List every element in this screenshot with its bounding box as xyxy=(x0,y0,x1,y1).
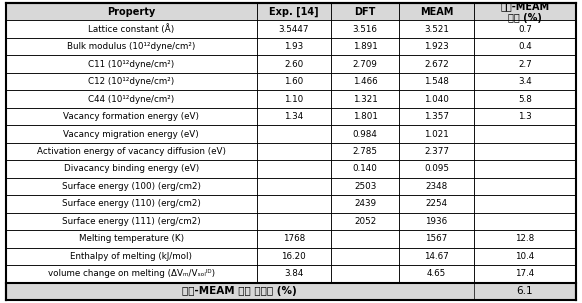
Text: 3.516: 3.516 xyxy=(353,25,378,34)
Text: 0.095: 0.095 xyxy=(424,165,449,173)
Text: 3.84: 3.84 xyxy=(284,269,304,278)
Text: 실험-MEAM
오차 (%): 실험-MEAM 오차 (%) xyxy=(501,1,549,22)
Text: 10.4: 10.4 xyxy=(515,252,534,261)
Text: 0.140: 0.140 xyxy=(353,165,378,173)
Text: 1.891: 1.891 xyxy=(353,42,378,51)
Text: 1.3: 1.3 xyxy=(518,112,532,121)
Text: Surface energy (111) (erg/cm2): Surface energy (111) (erg/cm2) xyxy=(62,217,201,226)
Text: 1.466: 1.466 xyxy=(353,77,378,86)
Text: 2348: 2348 xyxy=(425,182,448,191)
Text: 1.801: 1.801 xyxy=(353,112,378,121)
Text: Activation energy of vacancy diffusion (eV): Activation energy of vacancy diffusion (… xyxy=(37,147,226,156)
Text: 3.5447: 3.5447 xyxy=(279,25,309,34)
Text: 1936: 1936 xyxy=(425,217,448,226)
Text: Bulk modulus (10¹²dyne/cm²): Bulk modulus (10¹²dyne/cm²) xyxy=(67,42,196,51)
Text: 2.672: 2.672 xyxy=(424,60,449,69)
Text: 2254: 2254 xyxy=(425,199,448,208)
Text: 1.548: 1.548 xyxy=(424,77,449,86)
Text: DFT: DFT xyxy=(354,7,376,17)
Text: 2.709: 2.709 xyxy=(353,60,378,69)
Text: 0.7: 0.7 xyxy=(518,25,532,34)
Text: 0.4: 0.4 xyxy=(518,42,532,51)
Text: 1.34: 1.34 xyxy=(284,112,303,121)
Text: 0.984: 0.984 xyxy=(353,130,378,138)
Text: MEAM: MEAM xyxy=(420,7,453,17)
Text: 5.8: 5.8 xyxy=(518,95,532,104)
Text: 1.60: 1.60 xyxy=(284,77,303,86)
Text: 4.65: 4.65 xyxy=(427,269,446,278)
Text: C12 (10¹²dyne/cm²): C12 (10¹²dyne/cm²) xyxy=(88,77,175,86)
Text: 1768: 1768 xyxy=(283,234,305,243)
Text: 2.60: 2.60 xyxy=(284,60,303,69)
Text: 실험-MEAM 오차 평균값 (%): 실험-MEAM 오차 평균값 (%) xyxy=(182,286,297,296)
Text: Surface energy (100) (erg/cm2): Surface energy (100) (erg/cm2) xyxy=(62,182,201,191)
Text: C44 (10¹²dyne/cm²): C44 (10¹²dyne/cm²) xyxy=(88,95,175,104)
Text: 2503: 2503 xyxy=(354,182,377,191)
Text: Melting temperature (K): Melting temperature (K) xyxy=(79,234,184,243)
Text: 1.040: 1.040 xyxy=(424,95,449,104)
Text: 3.4: 3.4 xyxy=(518,77,532,86)
Text: Lattice constant (Å): Lattice constant (Å) xyxy=(88,24,175,34)
Text: 1.321: 1.321 xyxy=(353,95,378,104)
Bar xyxy=(6,282,576,300)
Text: Enthalpy of melting (kJ/mol): Enthalpy of melting (kJ/mol) xyxy=(70,252,192,261)
Text: Surface energy (110) (erg/cm2): Surface energy (110) (erg/cm2) xyxy=(62,199,201,208)
Text: Property: Property xyxy=(107,7,155,17)
Text: 2.785: 2.785 xyxy=(353,147,378,156)
Text: Vacancy migration energy (eV): Vacancy migration energy (eV) xyxy=(63,130,199,138)
Text: 16.20: 16.20 xyxy=(282,252,306,261)
Text: 2052: 2052 xyxy=(354,217,377,226)
Text: 2439: 2439 xyxy=(354,199,376,208)
Text: 1.357: 1.357 xyxy=(424,112,449,121)
Text: 1.923: 1.923 xyxy=(424,42,449,51)
Text: 1567: 1567 xyxy=(425,234,448,243)
Text: 3.521: 3.521 xyxy=(424,25,449,34)
Text: 17.4: 17.4 xyxy=(515,269,534,278)
Text: 2.7: 2.7 xyxy=(518,60,532,69)
Text: C11 (10¹²dyne/cm²): C11 (10¹²dyne/cm²) xyxy=(88,60,175,69)
Text: 1.10: 1.10 xyxy=(284,95,303,104)
Text: 2.377: 2.377 xyxy=(424,147,449,156)
Text: 1.021: 1.021 xyxy=(424,130,449,138)
Text: 1.93: 1.93 xyxy=(284,42,303,51)
Text: 6.1: 6.1 xyxy=(517,286,533,296)
Text: Divacancy binding energy (eV): Divacancy binding energy (eV) xyxy=(63,165,199,173)
Text: Exp. [14]: Exp. [14] xyxy=(269,7,319,17)
Text: volume change on melting (ΔVₘ/Vₛₒₗᴵᴰ): volume change on melting (ΔVₘ/Vₛₒₗᴵᴰ) xyxy=(48,269,215,278)
Bar xyxy=(6,3,576,21)
Text: 12.8: 12.8 xyxy=(515,234,534,243)
Text: 14.67: 14.67 xyxy=(424,252,449,261)
Text: Vacancy formation energy (eV): Vacancy formation energy (eV) xyxy=(63,112,199,121)
